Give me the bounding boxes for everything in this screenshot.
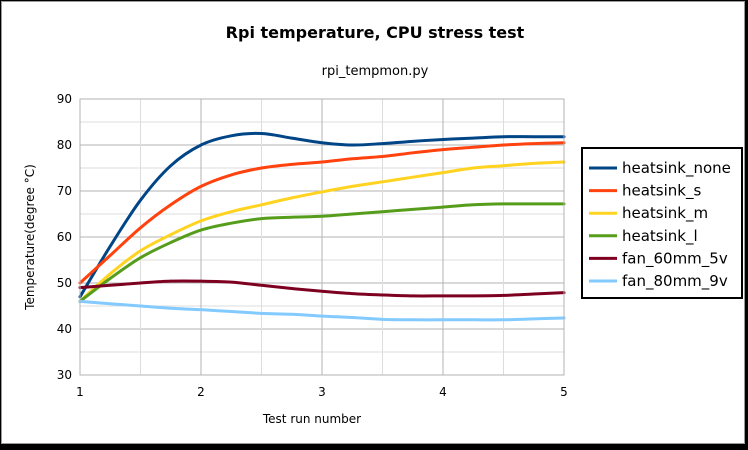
series-line-heatsink-l: [78, 202, 566, 303]
legend-label: fan_80mm_9v: [622, 272, 728, 291]
chart-frame: Rpi temperature, CPU stress test rpi_tem…: [1, 1, 745, 444]
x-axis-label: Test run number: [262, 412, 361, 426]
chart-subtitle: rpi_tempmon.py: [322, 64, 429, 79]
series-line-heatsink-s: [78, 141, 566, 285]
legend-label: heatsink_none: [622, 159, 731, 178]
y-tick-label: 90: [57, 92, 72, 106]
legend: heatsink_none heatsink_s heatsink_mheatsin…: [581, 147, 743, 299]
x-tick-label: 3: [318, 385, 326, 399]
x-tick-label: 1: [76, 385, 84, 399]
x-tick-label: 2: [197, 385, 205, 399]
legend-label: heatsink_s: [622, 182, 701, 201]
chart-title: Rpi temperature, CPU stress test: [226, 23, 525, 42]
legend-items: heatsink_none heatsink_s heatsink_mheatsin…: [589, 159, 731, 291]
legend-box: [581, 147, 743, 299]
legend-label: fan_60mm_5v: [622, 249, 728, 268]
series-line-heatsink-m: [78, 160, 566, 303]
series-lines: [78, 131, 566, 322]
y-tick-label: 60: [57, 230, 72, 244]
y-axis-label: Temperature(degree °C): [23, 164, 37, 311]
y-tick-label: 40: [57, 322, 72, 336]
plot-area-border: [79, 98, 565, 376]
x-tick-label: 5: [560, 385, 568, 399]
line-chart: Rpi temperature, CPU stress test rpi_tem…: [23, 23, 743, 426]
x-tick-label: 4: [439, 385, 447, 399]
y-tick-label: 70: [57, 184, 72, 198]
y-tick-label: 30: [57, 368, 72, 382]
legend-label: heatsink_l: [622, 227, 698, 246]
series-line-fan-60mm-5v: [78, 279, 566, 298]
legend-label: heatsink_m: [622, 204, 708, 223]
tick-labels: 30 40 50 60 70 80 90 1 2 3 4 5: [57, 92, 568, 399]
y-tick-label: 50: [57, 276, 72, 290]
series-line-heatsink-none: [78, 131, 566, 299]
series-line-fan-80mm-9v: [78, 299, 566, 322]
y-tick-label: 80: [57, 138, 72, 152]
grid: [79, 98, 565, 376]
